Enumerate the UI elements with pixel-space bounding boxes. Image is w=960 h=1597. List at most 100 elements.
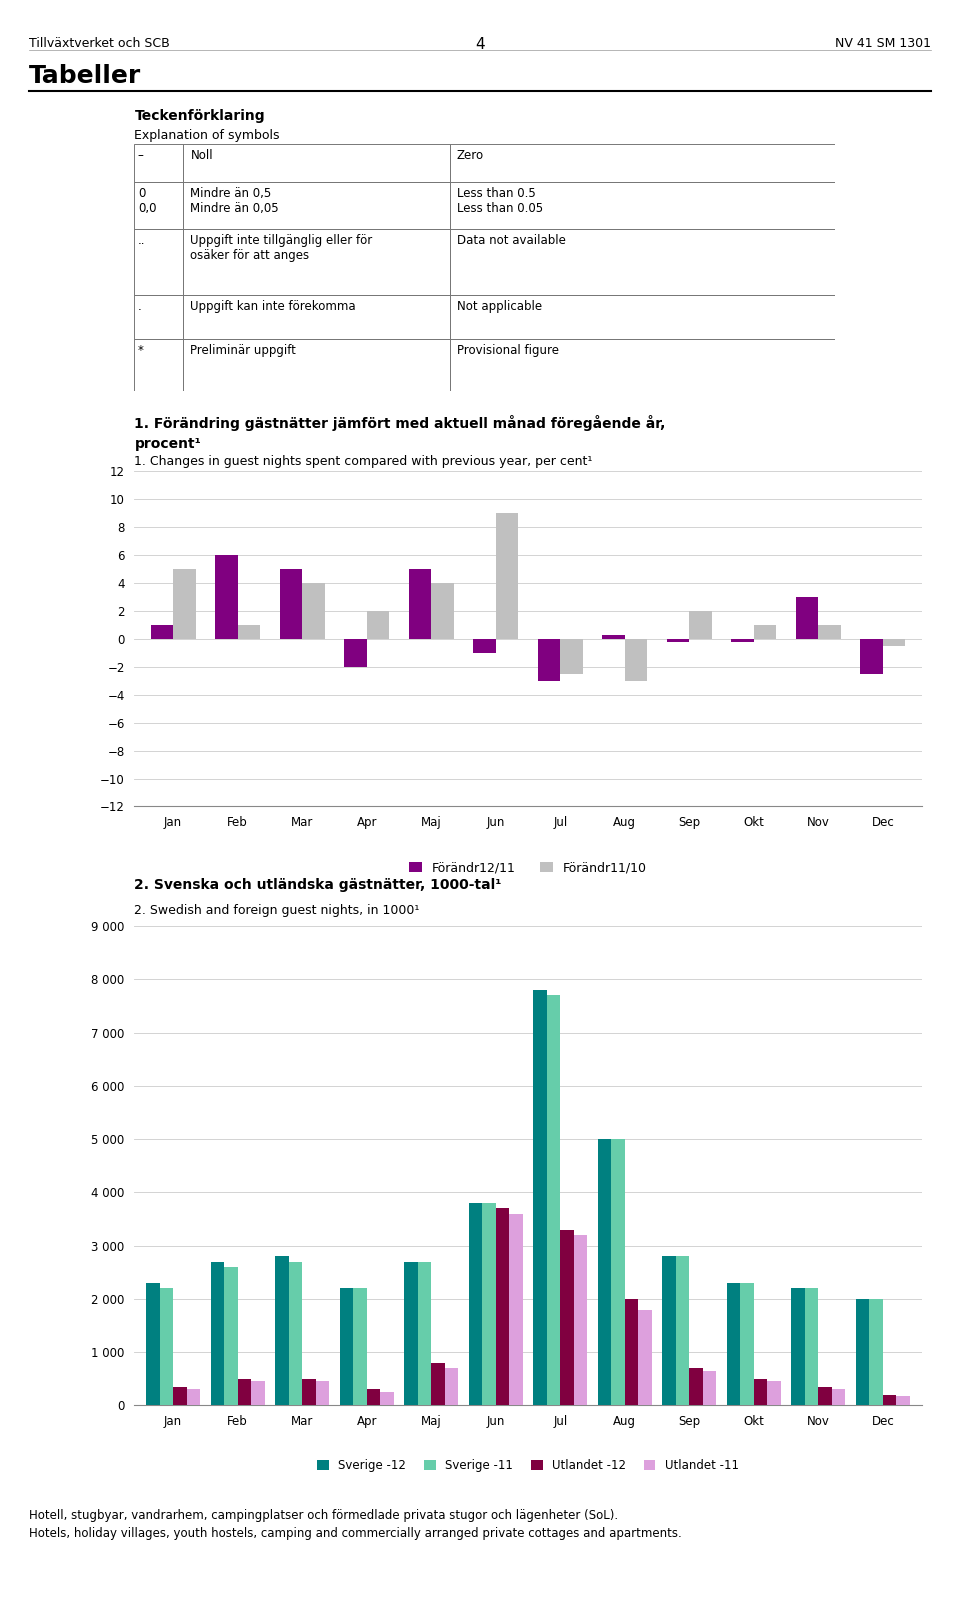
Bar [418,1262,431,1405]
Bar [431,583,454,639]
Text: Not applicable: Not applicable [457,300,541,313]
Bar [449,182,835,228]
Bar [538,639,561,680]
Bar [818,624,841,639]
Bar [146,1282,159,1405]
Bar [276,1257,289,1405]
Bar [183,144,449,182]
Bar [625,1298,638,1405]
Bar [134,295,183,339]
Text: Preliminär uppgift: Preliminär uppgift [190,345,297,358]
Bar [883,1394,897,1405]
Text: 0
0,0: 0 0,0 [138,187,156,216]
Bar [533,990,546,1405]
Bar [883,639,905,645]
Bar [134,144,183,182]
Bar [740,1282,754,1405]
Bar [404,1262,418,1405]
Text: .: . [138,300,142,313]
Text: –: – [138,149,144,161]
Bar [210,1262,224,1405]
Text: Hotell, stugbyar, vandrarhem, campingplatser och förmedlade privata stugor och l: Hotell, stugbyar, vandrarhem, campingpla… [29,1509,682,1540]
Text: ..: .. [138,235,145,248]
Bar [279,569,302,639]
Bar [151,624,173,639]
Bar [598,1139,612,1405]
Bar [380,1393,394,1405]
Bar [468,1203,482,1405]
Bar [134,339,183,391]
Bar [444,1369,458,1405]
Bar [238,1378,252,1405]
Bar [818,1386,832,1405]
Bar [754,1378,767,1405]
Text: Uppgift kan inte förekomma: Uppgift kan inte förekomma [190,300,356,313]
Bar [134,228,183,295]
Bar [449,339,835,391]
Bar [767,1381,780,1405]
Bar [602,634,625,639]
Legend: Förändr12/11, Förändr11/10: Förändr12/11, Förändr11/10 [404,856,652,880]
Bar [183,295,449,339]
Bar [662,1257,676,1405]
Bar [367,612,389,639]
Text: 2. Swedish and foreign guest nights, in 1000¹: 2. Swedish and foreign guest nights, in … [134,904,420,917]
Bar [224,1266,238,1405]
Bar [510,1214,523,1405]
Bar [612,1139,625,1405]
Text: Less than 0.5
Less than 0.05: Less than 0.5 Less than 0.05 [457,187,543,216]
Bar [289,1262,302,1405]
Text: Data not available: Data not available [457,235,565,248]
Text: 4: 4 [475,37,485,51]
Bar [134,182,183,228]
Text: *: * [138,345,144,358]
Bar [791,1289,804,1405]
Text: Tillväxtverket och SCB: Tillväxtverket och SCB [29,37,170,50]
Text: Noll: Noll [190,149,213,161]
Text: 2. Svenska och utländska gästnätter, 1000-tal¹: 2. Svenska och utländska gästnätter, 100… [134,878,502,893]
Bar [703,1370,716,1405]
Bar [367,1389,380,1405]
Bar [546,995,561,1405]
Bar [344,639,367,668]
Text: Teckenförklaring: Teckenförklaring [134,109,265,123]
Bar [832,1389,846,1405]
Text: NV 41 SM 1301: NV 41 SM 1301 [835,37,931,50]
Bar [495,1209,510,1405]
Bar [409,569,431,639]
Bar [804,1289,818,1405]
Bar [340,1289,353,1405]
Text: Uppgift inte tillgänglig eller för
osäker för att anges: Uppgift inte tillgänglig eller för osäke… [190,235,372,262]
Bar [870,1298,883,1405]
Bar [173,1386,186,1405]
Bar [676,1257,689,1405]
Bar [689,1369,703,1405]
Bar [860,639,883,674]
Bar [302,1378,316,1405]
Bar [732,639,754,642]
Bar [495,513,518,639]
Bar [449,295,835,339]
Bar [186,1389,201,1405]
Bar [667,639,689,642]
Bar [754,624,777,639]
Bar [173,569,196,639]
Bar [316,1381,329,1405]
Bar [561,639,583,674]
Bar [727,1282,740,1405]
Bar [482,1203,495,1405]
Text: 1. Changes in guest nights spent compared with previous year, per cent¹: 1. Changes in guest nights spent compare… [134,455,592,468]
Bar [183,228,449,295]
Bar [625,639,647,680]
Text: 1. Förändring gästnätter jämfört med aktuell månad föregående år,
procent¹: 1. Förändring gästnätter jämfört med akt… [134,415,666,450]
Bar [561,1230,574,1405]
Bar [431,1362,444,1405]
Bar [855,1298,870,1405]
Bar [238,624,260,639]
Bar [796,597,818,639]
Bar [353,1289,367,1405]
Bar [302,583,324,639]
Bar [689,612,712,639]
Bar [183,182,449,228]
Legend: Sverige -12, Sverige -11, Utlandet -12, Utlandet -11: Sverige -12, Sverige -11, Utlandet -12, … [312,1455,744,1477]
